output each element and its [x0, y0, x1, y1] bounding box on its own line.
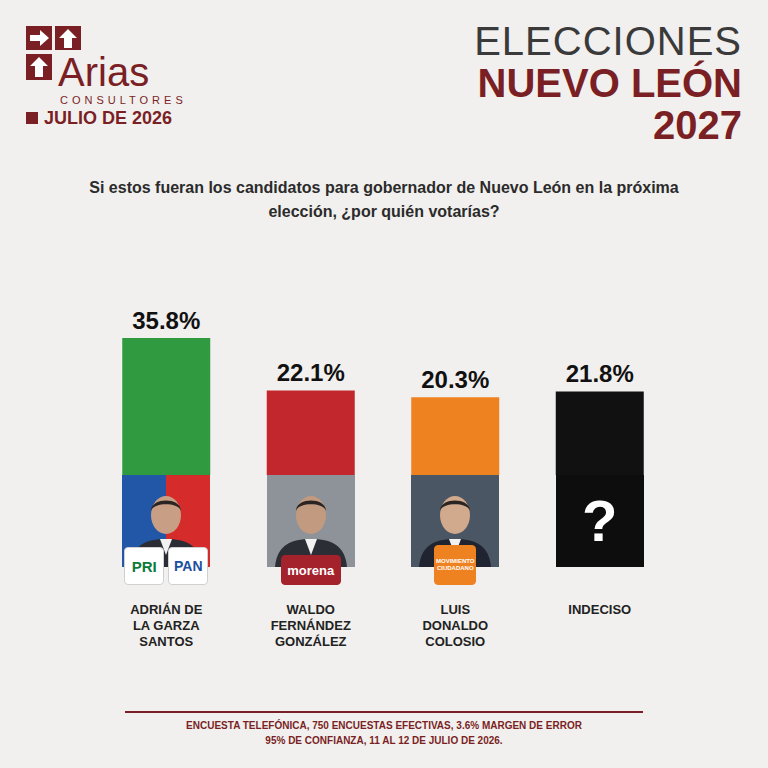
svg-text:21.8%: 21.8% [566, 360, 634, 387]
html-text:2027: 2027 [653, 103, 742, 147]
html-text:Si estos fueran los candidatos: Si estos fueran los candidatos para gobe… [89, 179, 679, 220]
html-text:JULIO DE 2026: JULIO DE 2026 [44, 108, 173, 128]
svg-text:20.3%: 20.3% [421, 366, 489, 393]
svg-text:LA GARZA: LA GARZA [133, 618, 200, 633]
svg-text:ADRIÁN DE: ADRIÁN DE [130, 602, 203, 617]
html-text:PAN: PAN [174, 558, 203, 574]
html-text:MOVIMIENTO CIUDADANO: MOVIMIENTO CIUDADANO [436, 558, 475, 571]
svg-text:GONZÁLEZ: GONZÁLEZ [275, 634, 347, 649]
html-text:PRI: PRI [131, 557, 157, 575]
html-text:ENCUESTA TELEFÓNICA, 750 ENCUE: ENCUESTA TELEFÓNICA, 750 ENCUESTAS EFECT… [186, 720, 582, 731]
svg-text:INDECISO: INDECISO [568, 602, 631, 617]
html-text:95% DE CONFIANZA, 11 AL 12 DE: 95% DE CONFIANZA, 11 AL 12 DE JULIO DE 2… [265, 735, 503, 746]
svg-text:DONALDO: DONALDO [422, 618, 488, 633]
svg-text:LUIS: LUIS [440, 602, 470, 617]
svg-text:COLOSIO: COLOSIO [425, 634, 485, 649]
html-text:ELECCIONES: ELECCIONES [474, 19, 742, 63]
svg-text:35.8%: 35.8% [132, 307, 200, 334]
svg-text:WALDO: WALDO [287, 602, 335, 617]
html-text:CONSULTORES: CONSULTORES [60, 94, 187, 106]
svg-text:22.1%: 22.1% [277, 359, 345, 386]
html-text:Arias: Arias [58, 50, 150, 94]
svg-text:SANTOS: SANTOS [139, 634, 193, 649]
html-text:NUEVO LEÓN: NUEVO LEÓN [477, 61, 742, 105]
svg-text:FERNÁNDEZ: FERNÁNDEZ [271, 618, 351, 633]
html-text:morena: morena [287, 562, 335, 578]
